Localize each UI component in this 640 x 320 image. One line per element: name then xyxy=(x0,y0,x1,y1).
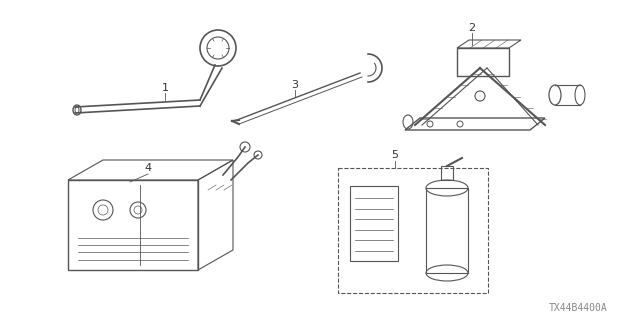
Text: 3: 3 xyxy=(291,80,298,90)
Bar xyxy=(426,188,468,273)
Bar xyxy=(350,186,398,261)
Text: TX44B4400A: TX44B4400A xyxy=(548,303,607,313)
Bar xyxy=(68,180,198,270)
Text: 2: 2 xyxy=(468,23,476,33)
Bar xyxy=(441,166,453,180)
Bar xyxy=(457,48,509,76)
Text: 1: 1 xyxy=(161,83,168,93)
Text: 5: 5 xyxy=(392,150,399,160)
Bar xyxy=(338,168,488,293)
Text: 4: 4 xyxy=(145,163,152,173)
